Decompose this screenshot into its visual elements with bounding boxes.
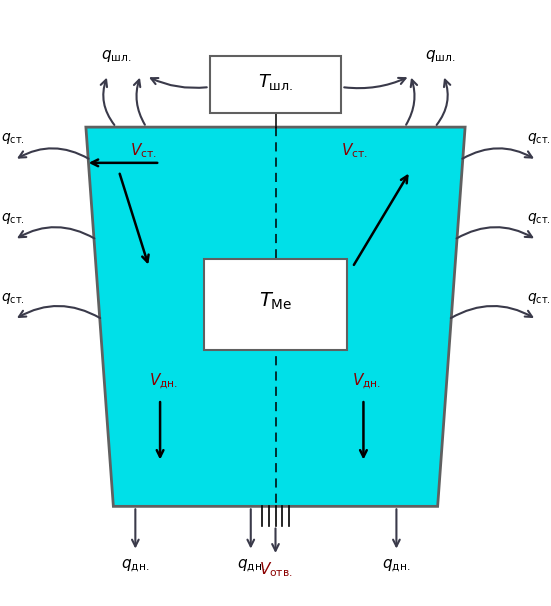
- Text: $q_{\mathregular{дн.}}$: $q_{\mathregular{дн.}}$: [382, 557, 410, 574]
- Text: $V_{\mathregular{отв.}}$: $V_{\mathregular{отв.}}$: [258, 560, 293, 579]
- Text: $T_{\mathregular{шл.}}$: $T_{\mathregular{шл.}}$: [258, 72, 293, 92]
- Text: $V_{\mathregular{дн.}}$: $V_{\mathregular{дн.}}$: [149, 371, 178, 391]
- Text: $V_{\mathregular{ст.}}$: $V_{\mathregular{ст.}}$: [130, 141, 156, 160]
- Text: $q_{\mathregular{шл.}}$: $q_{\mathregular{шл.}}$: [425, 48, 456, 64]
- Text: $q_{\mathregular{ст.}}$: $q_{\mathregular{ст.}}$: [1, 211, 24, 226]
- Text: $q_{\mathregular{ст.}}$: $q_{\mathregular{ст.}}$: [1, 291, 24, 306]
- Text: $V_{\mathregular{ст.}}$: $V_{\mathregular{ст.}}$: [342, 141, 368, 160]
- Text: $q_{\mathregular{ст.}}$: $q_{\mathregular{ст.}}$: [527, 291, 550, 306]
- Text: $q_{\mathregular{шл.}}$: $q_{\mathregular{шл.}}$: [101, 48, 131, 64]
- Text: $q_{\mathregular{ст.}}$: $q_{\mathregular{ст.}}$: [527, 211, 550, 226]
- Polygon shape: [86, 127, 465, 507]
- FancyBboxPatch shape: [204, 259, 347, 350]
- Text: $q_{\mathregular{дн.}}$: $q_{\mathregular{дн.}}$: [236, 557, 265, 574]
- Text: $q_{\mathregular{дн.}}$: $q_{\mathregular{дн.}}$: [121, 557, 149, 574]
- Text: $V_{\mathregular{дн.}}$: $V_{\mathregular{дн.}}$: [353, 371, 381, 391]
- FancyBboxPatch shape: [209, 56, 342, 113]
- Text: $q_{\mathregular{ст.}}$: $q_{\mathregular{ст.}}$: [527, 132, 550, 147]
- Text: $T_{\mathregular{Me}}$: $T_{\mathregular{Me}}$: [259, 291, 292, 312]
- Text: $q_{\mathregular{ст.}}$: $q_{\mathregular{ст.}}$: [1, 132, 24, 147]
